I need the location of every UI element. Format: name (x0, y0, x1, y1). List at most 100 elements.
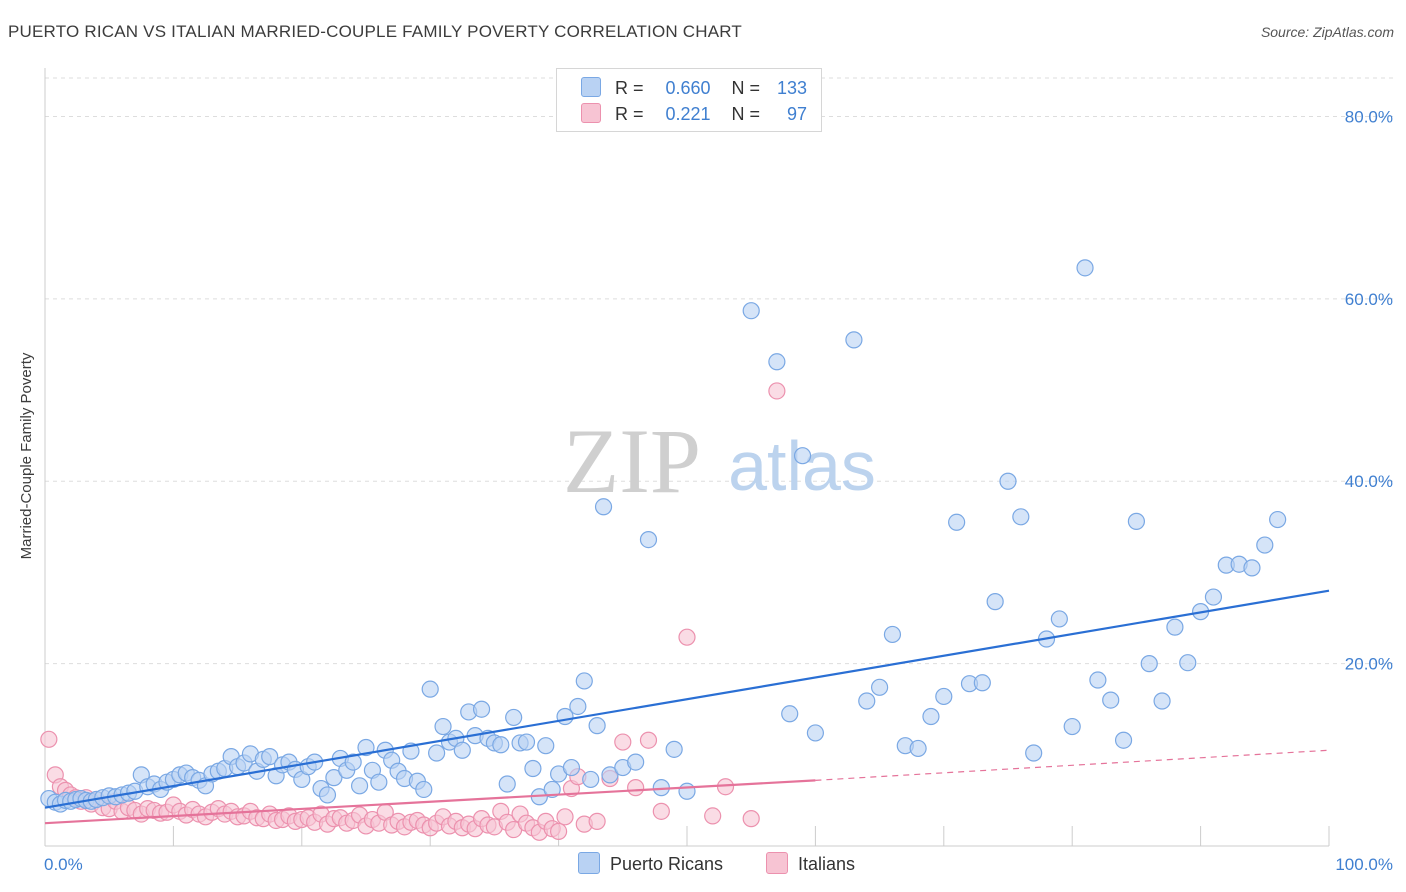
puerto-ricans-point (428, 744, 446, 762)
y-tick-label: 60.0% (1345, 290, 1393, 309)
chart-title: PUERTO RICAN VS ITALIAN MARRIED-COUPLE F… (8, 22, 743, 41)
legend-n-label: N = (731, 78, 761, 98)
puerto-ricans-point (922, 707, 940, 726)
puerto-ricans-point (1063, 717, 1081, 736)
watermark-atlas: atlas (728, 427, 876, 505)
legend-item-italians[interactable]: Italians (766, 852, 855, 875)
italians-point (40, 730, 58, 748)
puerto-ricans-point (434, 717, 452, 736)
italians-point (627, 779, 645, 797)
puerto-ricans-point (1179, 654, 1197, 672)
puerto-ricans-point (575, 672, 593, 690)
legend-row-puerto-ricans: R = 0.660 N = 133 (581, 77, 807, 99)
puerto-ricans-points (40, 259, 1287, 813)
puerto-ricans-point (1256, 536, 1274, 554)
legend-r-value-1: 0.660 (665, 78, 711, 98)
correlation-legend: R = 0.660 N = 133 R = 0.221 N = 97 (556, 68, 822, 132)
puerto-ricans-point (370, 773, 388, 791)
puerto-ricans-point (492, 736, 510, 754)
legend-item-puerto-ricans[interactable]: Puerto Ricans (578, 852, 723, 875)
puerto-ricans-point (562, 758, 581, 777)
legend-label-italians: Italians (798, 854, 856, 874)
legend-r-label: R = (615, 78, 644, 98)
puerto-ricans-point (261, 748, 279, 766)
puerto-ricans-point (1166, 618, 1184, 636)
puerto-ricans-point (793, 447, 812, 465)
puerto-ricans-point (665, 740, 683, 758)
puerto-ricans-point (627, 753, 645, 771)
puerto-ricans-point (569, 697, 587, 716)
legend-r-label: R = (615, 104, 644, 124)
x-tick-label: 0.0% (44, 855, 83, 874)
puerto-ricans-point (517, 733, 536, 751)
puerto-ricans-point (973, 674, 991, 692)
legend-label-puerto-ricans: Puerto Ricans (610, 854, 724, 874)
puerto-ricans-point (421, 680, 439, 698)
puerto-ricans-point (639, 530, 658, 549)
italians-point (639, 731, 658, 749)
blue-swatch (578, 852, 600, 874)
italians-trend-line (44, 779, 816, 825)
legend-row-italians: R = 0.221 N = 97 (581, 103, 807, 125)
puerto-ricans-point (1269, 510, 1287, 529)
legend-n-label: N = (731, 104, 761, 124)
legend-n-value-1: 133 (777, 78, 808, 98)
puerto-ricans-point (543, 780, 561, 799)
legend-n-value-2: 97 (787, 104, 808, 124)
italians-point (614, 733, 632, 751)
italians-points (40, 382, 786, 841)
puerto-ricans-point (582, 770, 600, 789)
puerto-ricans-point (768, 353, 786, 371)
puerto-ricans-point (453, 741, 471, 759)
puerto-ricans-point (1076, 259, 1094, 277)
puerto-ricans-point (1140, 655, 1158, 673)
puerto-ricans-point (1089, 671, 1107, 689)
puerto-ricans-point (999, 472, 1017, 490)
puerto-ricans-trend-line (44, 589, 1330, 809)
puerto-ricans-point (588, 717, 606, 735)
x-tick-label: 100.0% (1335, 855, 1393, 874)
watermark-zip: ZIP (563, 410, 701, 512)
trend-lines (44, 589, 1330, 825)
puerto-ricans-point (883, 625, 902, 644)
puerto-ricans-point (472, 700, 491, 718)
y-tick-label: 40.0% (1345, 472, 1393, 491)
puerto-ricans-point (781, 705, 799, 723)
axis-ticks: 20.0% 40.0% 60.0% 80.0% 0.0% 100.0% (44, 107, 1393, 874)
puerto-ricans-point (318, 786, 337, 804)
watermark: ZIP atlas (563, 410, 876, 512)
puerto-ricans-point (1114, 731, 1133, 749)
gridlines (44, 68, 1393, 847)
puerto-ricans-point (1012, 508, 1030, 526)
y-tick-label: 80.0% (1345, 107, 1393, 126)
italians-trend-extension (815, 749, 1330, 781)
source-label: Source: ZipAtlas.com (1260, 24, 1394, 40)
puerto-ricans-point (1204, 588, 1223, 606)
puerto-ricans-point (1025, 744, 1043, 762)
puerto-ricans-point (1127, 512, 1146, 530)
italians-point (768, 382, 786, 400)
pink-swatch (766, 852, 788, 874)
italians-point (742, 810, 760, 828)
italians-point (588, 812, 606, 830)
legend-r-value-2: 0.221 (665, 104, 711, 124)
puerto-ricans-point (505, 708, 523, 727)
puerto-ricans-point (524, 759, 542, 778)
italians-point (678, 628, 696, 646)
italians-point (704, 807, 722, 825)
y-tick-label: 20.0% (1345, 655, 1393, 674)
puerto-ricans-point (845, 331, 863, 349)
puerto-ricans-point (909, 739, 927, 758)
pink-swatch (581, 103, 601, 123)
puerto-ricans-point (498, 775, 516, 793)
puerto-ricans-point (325, 769, 343, 787)
italians-point (652, 802, 670, 820)
puerto-ricans-point (678, 782, 696, 800)
puerto-ricans-point (601, 766, 619, 784)
italians-point (556, 808, 574, 826)
puerto-ricans-point (1153, 692, 1171, 710)
puerto-ricans-point (415, 780, 433, 799)
puerto-ricans-point (1243, 559, 1261, 577)
puerto-ricans-point (870, 678, 889, 696)
